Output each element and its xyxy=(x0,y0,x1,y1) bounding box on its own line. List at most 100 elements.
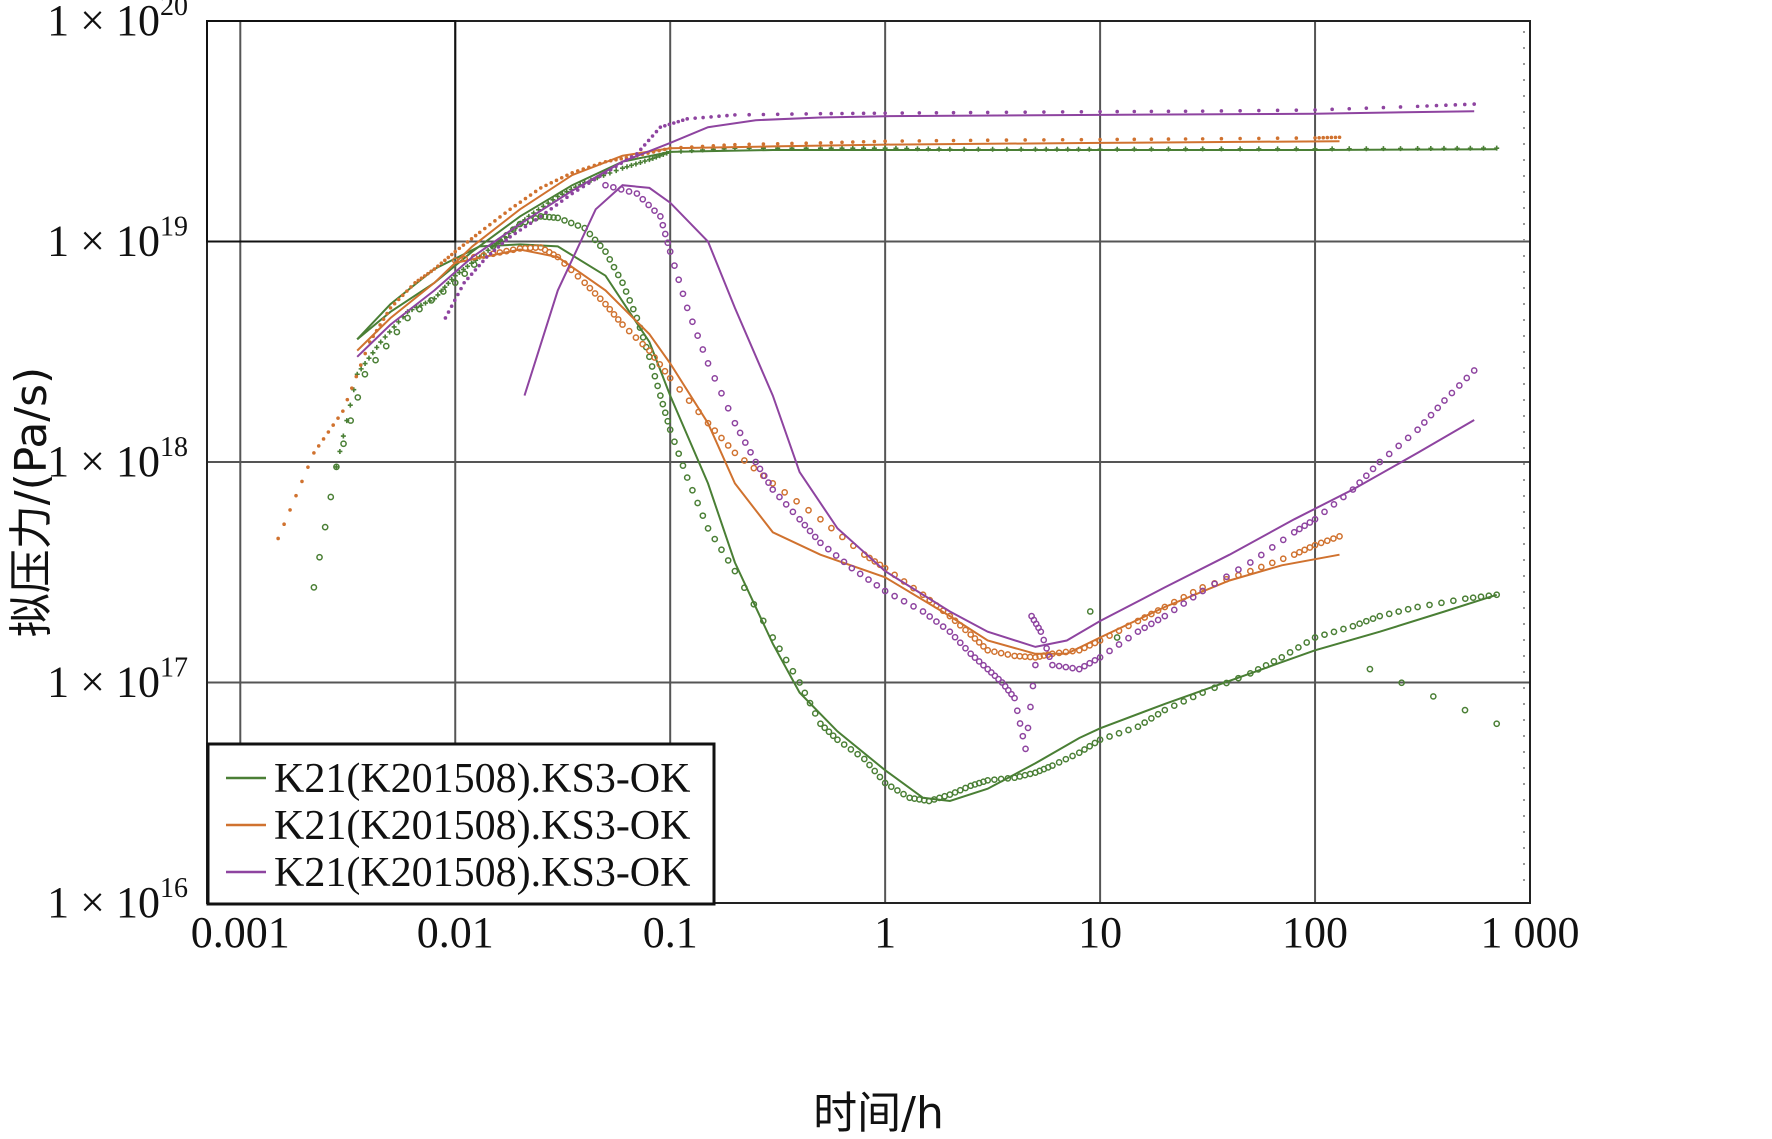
derivative-point xyxy=(1161,612,1169,620)
derivative-point xyxy=(664,417,672,425)
pressure-point xyxy=(453,249,458,254)
derivative-point xyxy=(1336,533,1343,540)
pressure-point xyxy=(1200,109,1205,113)
derivative-point xyxy=(962,644,969,652)
pressure-point xyxy=(642,158,648,164)
pressure-point xyxy=(1060,137,1065,142)
pressure-point xyxy=(689,148,695,154)
derivative-point xyxy=(1154,616,1162,624)
derivative-point xyxy=(567,266,575,274)
derivative-point xyxy=(817,539,824,547)
derivative-point xyxy=(860,755,868,763)
derivative-point xyxy=(962,784,969,792)
pressure-point xyxy=(358,363,363,367)
pressure-point xyxy=(925,146,931,152)
derivative-point xyxy=(760,472,768,480)
derivative-point xyxy=(1154,710,1162,718)
pressure-point xyxy=(1347,106,1352,111)
derivative-point xyxy=(656,361,664,368)
pressure-point xyxy=(559,176,564,180)
pressure-point xyxy=(700,144,705,149)
derivative-point xyxy=(946,628,954,636)
derivative-point xyxy=(801,689,809,697)
derivative-point xyxy=(1081,662,1088,670)
derivative-point xyxy=(793,497,800,505)
pressure-point xyxy=(1042,138,1046,142)
pressure-point xyxy=(459,286,463,291)
pressure-point xyxy=(1086,146,1092,152)
pressure-point xyxy=(396,319,402,325)
pressure-point xyxy=(533,217,538,222)
pressure-point xyxy=(1275,146,1281,152)
pressure-point xyxy=(385,311,389,316)
pressure-point xyxy=(316,444,321,448)
derivative-point xyxy=(1262,662,1270,669)
derivative-point xyxy=(651,354,658,361)
pressure-point xyxy=(378,339,384,345)
derivative-point xyxy=(848,564,856,572)
derivative-point xyxy=(828,524,835,532)
derivative-point xyxy=(1001,683,1009,690)
pressure-point xyxy=(1183,137,1188,141)
pressure-point xyxy=(829,140,834,145)
derivative-point xyxy=(1311,634,1319,641)
derivative-point xyxy=(824,545,832,553)
pressure-point xyxy=(761,112,766,117)
pressure-point xyxy=(432,267,437,271)
tick-labels: 0.001 0.01 0.1 1 10 100 1 000 1 × 1016 1 × 1017 1… xyxy=(47,0,1579,957)
pressure-point xyxy=(559,191,565,197)
derivative-point xyxy=(561,217,568,224)
pressure-point xyxy=(449,277,455,283)
derivative-point xyxy=(741,439,749,446)
legend-items: K21(K201508).KS3-OKK21(K201508).KS3-OKK2… xyxy=(226,756,690,896)
pressure-point xyxy=(1149,137,1154,142)
derivative-point xyxy=(997,649,1005,657)
derivative-point xyxy=(619,321,626,328)
pressure-point xyxy=(452,273,458,279)
pressure-point xyxy=(523,224,528,229)
derivative-point xyxy=(1398,679,1405,687)
derivative-point xyxy=(1189,693,1197,701)
pressure-point xyxy=(1313,136,1317,140)
pressure-point xyxy=(646,157,652,163)
derivative-point xyxy=(496,249,504,256)
pressure-point xyxy=(668,146,672,150)
pressure-point xyxy=(1364,106,1369,110)
derivative-point xyxy=(926,613,934,620)
derivative-point xyxy=(1134,617,1142,625)
derivative-point xyxy=(340,440,347,448)
derivative-point xyxy=(1141,614,1149,621)
derivative-point xyxy=(614,316,622,323)
pressure-point xyxy=(533,189,538,194)
derivative-point xyxy=(1485,592,1493,600)
pressure-point xyxy=(1004,110,1009,115)
pressure-point xyxy=(413,280,417,285)
pressure-point xyxy=(446,310,451,314)
derivative-point xyxy=(1246,559,1254,566)
derivative-point xyxy=(1223,573,1230,581)
derivative-point xyxy=(1330,628,1338,636)
derivative-point xyxy=(1235,566,1242,573)
derivative-point xyxy=(1463,374,1471,382)
derivative-point xyxy=(602,181,609,189)
derivative-point xyxy=(683,474,691,481)
derivative-point xyxy=(1278,654,1286,661)
derivative-point xyxy=(1125,726,1132,734)
pressure-point xyxy=(679,145,683,150)
derivative-point xyxy=(646,347,653,354)
derivative-point xyxy=(1069,664,1076,672)
derivative-point xyxy=(439,288,447,295)
pressure-point xyxy=(488,222,492,227)
derivative-point xyxy=(1148,620,1155,628)
derivative-point xyxy=(1385,450,1393,458)
derivative-point xyxy=(654,382,661,390)
derivative-point xyxy=(685,397,693,405)
derivative-point xyxy=(591,290,599,297)
pressure-point xyxy=(1346,146,1352,152)
pressure-point xyxy=(733,142,737,147)
pressure-point xyxy=(374,328,379,333)
pressure-point xyxy=(405,289,409,293)
derivative-point xyxy=(704,525,712,532)
pressure-point xyxy=(545,200,551,206)
derivative-point xyxy=(1427,411,1435,419)
